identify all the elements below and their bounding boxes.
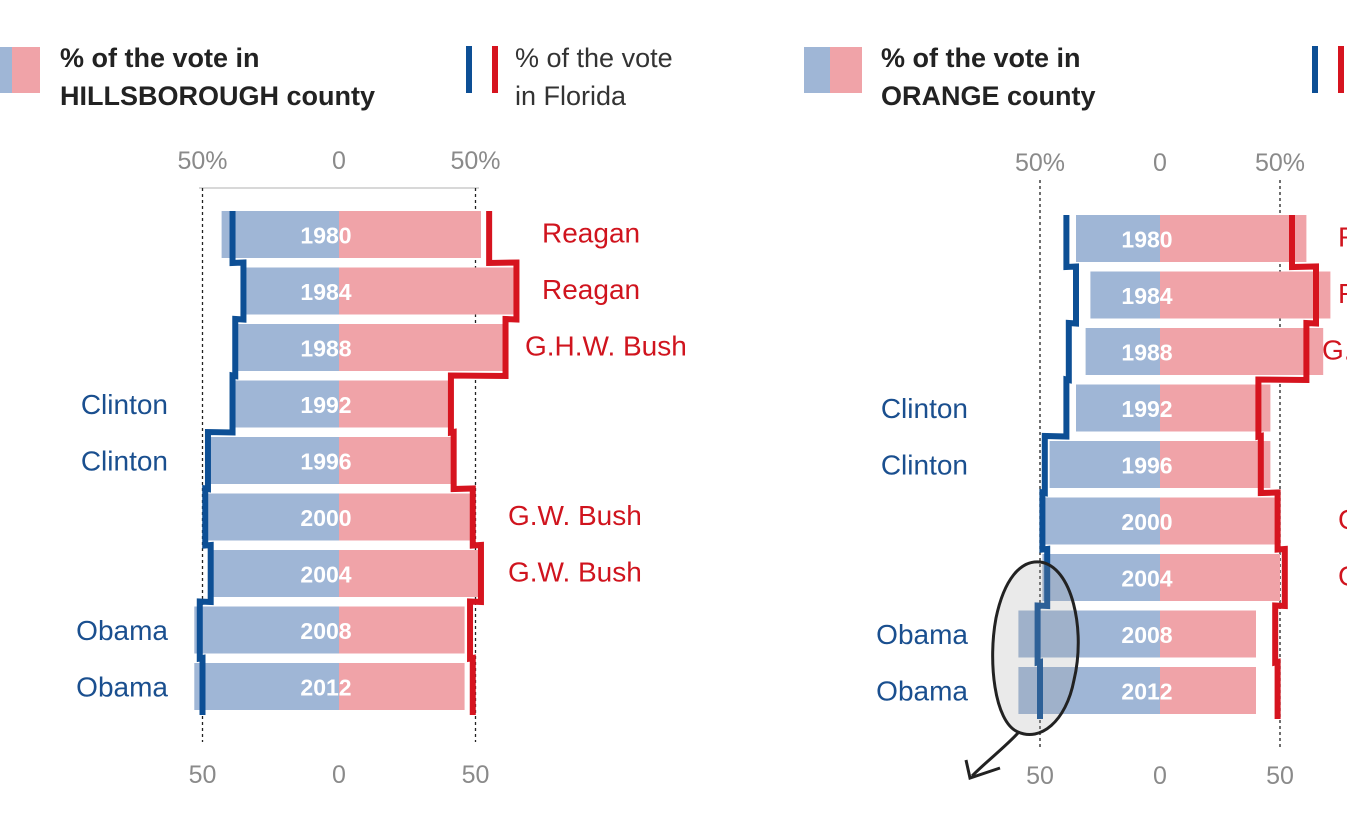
year-label: 1996 xyxy=(300,449,351,475)
legend-rep-swatch xyxy=(830,47,862,93)
legend-title-line2: ORANGE county xyxy=(881,81,1096,111)
rep-bar xyxy=(1160,385,1270,432)
legend-title-line2: HILLSBOROUGH county xyxy=(60,81,375,111)
rep-bar xyxy=(1160,667,1256,714)
top-tick-label: 50% xyxy=(450,147,500,175)
legend-dem-swatch xyxy=(804,47,830,93)
rep-bar xyxy=(1160,554,1280,601)
year-label: 1984 xyxy=(1121,283,1172,309)
rep-bar xyxy=(339,437,451,484)
bottom-tick-label: 50 xyxy=(189,761,217,789)
annotation-arrowhead xyxy=(966,760,1000,778)
state-legend-left: % of the vote in Florida xyxy=(466,43,673,111)
legend-dem-swatch xyxy=(0,47,12,93)
year-label: 2000 xyxy=(1121,509,1172,535)
county-legend-right: % of the vote in ORANGE county xyxy=(804,43,1096,111)
rep-bar xyxy=(339,381,448,428)
year-label: 2012 xyxy=(300,675,351,701)
year-label: 2004 xyxy=(1121,566,1172,592)
year-label: 1988 xyxy=(1121,340,1172,366)
year-label: 2012 xyxy=(1121,679,1172,705)
rep-bar xyxy=(1160,498,1275,545)
dem-winner-label: Clinton xyxy=(81,446,168,477)
dem-winner-label: Obama xyxy=(76,672,168,703)
legend-title-line1: % of the vote in xyxy=(60,43,260,73)
rep-bar xyxy=(339,550,484,597)
rep-bar xyxy=(1160,328,1323,375)
dem-winner-label: Obama xyxy=(876,619,968,650)
rep-winner-label: Reagan xyxy=(1338,222,1347,253)
annotation-group xyxy=(966,562,1078,778)
dem-winner-label: Obama xyxy=(876,676,968,707)
bottom-tick-label: 50 xyxy=(1026,762,1054,790)
top-tick-label: 50% xyxy=(1255,149,1305,177)
rep-bar xyxy=(339,663,465,710)
year-label: 1984 xyxy=(300,279,351,305)
bottom-tick-label: 50 xyxy=(1266,762,1294,790)
dem-winner-label: Clinton xyxy=(81,389,168,420)
bottom-tick-label: 0 xyxy=(332,761,346,789)
legend-rep-line xyxy=(492,46,498,93)
legend-state-line2: in Florida xyxy=(515,81,627,111)
rep-winner-label: G.W. Bush xyxy=(1338,504,1347,535)
year-label: 1988 xyxy=(300,336,351,362)
rep-bar xyxy=(1160,215,1306,262)
rep-winner-label: G.W. Bush xyxy=(1338,561,1347,592)
county-legend-left: % of the vote in HILLSBOROUGH county xyxy=(0,43,375,111)
year-label: 2008 xyxy=(300,618,351,644)
dem-winner-label: Obama xyxy=(76,615,168,646)
rep-bar xyxy=(339,324,506,371)
rep-winner-label: Reagan xyxy=(542,218,640,249)
dem-winner-label: Clinton xyxy=(881,393,968,424)
year-label: 2004 xyxy=(300,562,351,588)
rep-winner-label: G.W. Bush xyxy=(508,557,642,588)
bottom-tick-label: 50 xyxy=(462,761,490,789)
legend-state-line1: % of the vote xyxy=(515,43,673,73)
year-label: 1996 xyxy=(1121,453,1172,479)
top-tick-label: 50% xyxy=(177,147,227,175)
hillsborough-panel: 50% 50 0 0 50% 50 1980 Reagan 1984 Reagan 1988 G.H.… xyxy=(76,147,687,789)
rep-bar xyxy=(339,607,465,654)
rep-bar xyxy=(1160,611,1256,658)
year-label: 1980 xyxy=(300,223,351,249)
legend-dem-line xyxy=(466,46,472,93)
rep-winner-label: G.H.W. Bush xyxy=(1322,335,1347,366)
rep-winner-label: Reagan xyxy=(1338,278,1347,309)
rep-bar xyxy=(1160,441,1270,488)
rep-bar xyxy=(1160,272,1330,319)
legend-rep-line xyxy=(1338,46,1344,93)
top-tick-label: 0 xyxy=(1153,149,1167,177)
year-label: 1980 xyxy=(1121,227,1172,253)
rep-winner-label: G.H.W. Bush xyxy=(525,331,687,362)
legend-dem-line xyxy=(1312,46,1318,93)
rep-winner-label: Reagan xyxy=(542,274,640,305)
year-label: 2008 xyxy=(1121,622,1172,648)
rep-bar xyxy=(339,494,470,541)
top-tick-label: 0 xyxy=(332,147,346,175)
orange-panel: 50% 50 0 0 50% 50 1980 Reagan 1984 Reagan 1988 G.H.… xyxy=(876,149,1347,790)
rep-bar xyxy=(339,268,516,315)
state-legend-right xyxy=(1312,46,1344,93)
top-tick-label: 50% xyxy=(1015,149,1065,177)
year-label: 1992 xyxy=(300,392,351,418)
annotation-ellipse xyxy=(993,562,1079,735)
legend-title-line1: % of the vote in xyxy=(881,43,1081,73)
rep-bar xyxy=(339,211,481,258)
legend-rep-swatch xyxy=(12,47,40,93)
dem-winner-label: Clinton xyxy=(881,450,968,481)
bottom-tick-label: 0 xyxy=(1153,762,1167,790)
year-label: 2000 xyxy=(300,505,351,531)
rep-winner-label: G.W. Bush xyxy=(508,500,642,531)
year-label: 1992 xyxy=(1121,396,1172,422)
